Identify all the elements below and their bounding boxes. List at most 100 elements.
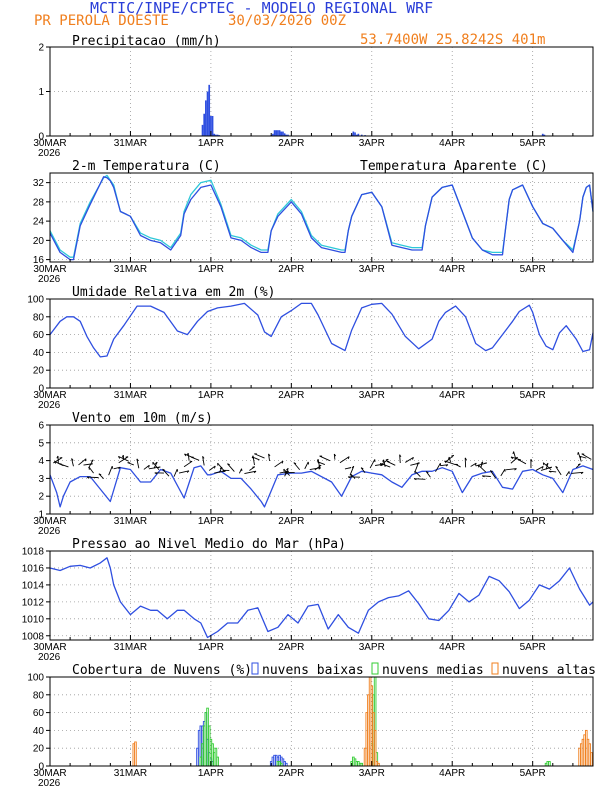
wind-arrow [383,459,386,467]
rh-day-label: 4APR [439,390,465,401]
precip-ytick-label: 0 [38,132,44,143]
wind-arrow-head [577,463,581,466]
wind-day-label: 3APR [359,516,385,527]
precip-day-label: 4APR [439,138,465,149]
pressure-day-label: 5APR [520,642,546,653]
wind-day-label: 31MAR [114,516,147,527]
wind-day-label: 5APR [520,516,546,527]
wind-arrow-head [98,473,102,476]
clouds-ytick-label: 0 [38,762,44,773]
precip-bar [208,84,211,136]
wind-arrow [304,461,309,470]
temp-ytick-label: 16 [33,255,45,266]
temp-ytick-label: 24 [33,217,45,228]
temp-series-line [49,174,594,258]
precip-day-label: 2APR [278,138,304,149]
wind-arrow [477,464,487,473]
pressure-ytick-label: 1010 [22,614,45,625]
wind-arrow [143,464,150,470]
wind-arrow [202,456,205,466]
rh-ytick-label: 40 [33,348,45,359]
rh-day-label: 1APR [198,390,224,401]
wind-arrow-head [71,458,74,461]
wind-arrow [217,462,225,472]
clouds-day-label: 4APR [439,768,465,779]
precip-day-label: 30MAR [33,138,66,149]
wind-arrow [414,462,419,472]
wind-arrow-head [186,470,190,473]
wind-arrow-head [157,466,161,469]
clouds-bar [590,752,593,767]
temp-ytick-label: 32 [33,178,45,189]
rh-day-label: 5APR [520,390,546,401]
temp-day-label: 1APR [198,264,224,275]
rh-frame [49,298,594,389]
wind-arrow-head [252,466,255,468]
wind-arrow-head [84,458,87,462]
wind-arrow [444,460,456,466]
wind-arrow-head [162,468,165,471]
pressure-ytick-label: 1012 [22,597,45,608]
wind-arrow-head [318,467,321,470]
wind-arrow [268,453,270,461]
temp-frame [49,172,594,263]
precip-bar [213,133,216,136]
wind-arrow-head [227,463,230,466]
precip-bar [541,133,544,136]
wind-arrow-head [317,461,320,465]
wind-arrow-head [413,478,417,481]
pressure-year-label: 2026 [38,652,61,663]
wind-arrow [317,461,326,465]
wind-arrow-head [154,472,158,475]
temp-day-label: 2APR [278,264,304,275]
precip-bar [210,115,212,136]
wind-arrow [414,470,421,477]
wind-day-label: 30MAR [33,516,66,527]
precip-bar [201,124,204,136]
clouds-day-label: 1APR [198,768,224,779]
wind-arrow [136,458,140,469]
wind-arrow-head [379,463,383,466]
wind-arrow-head [548,470,552,473]
pressure-series-line [49,557,594,639]
wind-arrow [190,456,200,461]
wind-arrow-head [184,453,187,457]
wind-arrow [482,475,491,477]
run-text: 30/03/2026 00Z [228,13,346,29]
wind-arrow [319,455,331,462]
pressure-day-label: 1APR [198,642,224,653]
precip-bar [282,131,284,136]
wind-arrow-head [202,456,205,459]
pressure-day-label: 30MAR [33,642,66,653]
precip-bar [285,134,288,136]
temp-ytick-label: 20 [33,236,45,247]
rh-panel: 0 20 40 60 80 100 30MAR 31MAR 1APR 2APR 3APR 4APR 5A… [27,295,594,411]
legend-altas: nuvens altas [502,663,596,678]
wind-arrow [118,455,129,462]
temp-day-label: 30MAR [33,264,66,275]
wind-arrow-head [90,459,94,462]
clouds-ytick-label: 40 [33,726,45,737]
precip-day-label: 31MAR [114,138,147,149]
wind-arrow [489,470,497,479]
precip-bar [211,115,214,136]
wind-arrow-head [118,456,121,459]
clouds-bar [216,756,219,767]
precip-frame [49,46,594,137]
wind-arrow-head [451,454,454,457]
clouds-day-label: 31MAR [114,768,147,779]
wind-arrow-head [154,461,158,465]
pressure-panel: 1008 1010 1012 1014 1016 1018 30MAR 31MAR 1APR 2A… [22,547,594,663]
rh-day-label: 2APR [278,390,304,401]
wind-arrow-head [399,454,402,458]
precip-bar [203,113,206,136]
precip-bar [283,133,286,136]
temp-panel: 16 20 24 28 32 30MAR 31MAR 1APR 2APR 3APR 4APR 5APR… [33,172,594,285]
wind-title: Vento em 10m (m/s) [72,411,213,426]
wind-arrow-head [490,470,493,473]
wind-arrow [314,464,322,471]
wind-arrow-head [121,454,124,458]
wind-arrow [380,462,391,468]
wind-arrow-head [351,465,355,469]
wind-ytick-label: 2 [38,492,44,503]
